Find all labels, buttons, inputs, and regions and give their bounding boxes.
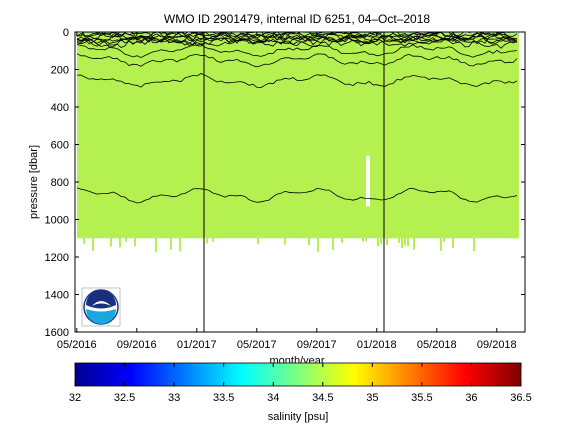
profile-bottom-edges — [83, 237, 475, 253]
profile-bottom — [401, 237, 403, 249]
x-tick-label: 01/2017 — [177, 339, 217, 351]
y-axis-label: pressure [dbar] — [28, 145, 40, 219]
data-gap — [366, 155, 370, 207]
surface-contour — [76, 35, 518, 49]
colorbar-label: salinity [psu] — [268, 411, 329, 423]
x-tick-label: 09/2017 — [297, 339, 337, 351]
x-tick-label: 09/2018 — [477, 339, 517, 351]
profile-bottom — [362, 237, 364, 242]
salinity-contours — [76, 32, 518, 204]
y-tick-label: 800 — [51, 177, 69, 189]
profile-bottom — [83, 237, 85, 244]
x-tick-label: 05/2017 — [237, 339, 277, 351]
colorbar-tick-label: 32 — [69, 392, 81, 404]
y-tick-label: 1400 — [45, 290, 69, 302]
profile-bottom — [308, 237, 310, 246]
noaa-logo — [81, 287, 121, 327]
salinity-contour — [76, 73, 518, 89]
colorbar-tick-label: 35.5 — [411, 392, 432, 404]
profile-bottom — [179, 237, 181, 252]
colorbar-tick-label: 36 — [465, 392, 477, 404]
y-tick-label: 1000 — [45, 215, 69, 227]
salinity-field — [77, 33, 519, 239]
profile-bottom — [398, 237, 400, 243]
profile-bottom — [413, 237, 415, 250]
x-tick-label: 09/2016 — [117, 339, 157, 351]
logo-bottom-half — [86, 309, 116, 324]
profile-bottom — [452, 237, 454, 248]
surface-contour — [76, 34, 518, 47]
salinity-contour — [76, 187, 518, 204]
colorbar-tick-label: 33.5 — [213, 392, 234, 404]
salinity-contour — [76, 53, 518, 68]
profile-bottom — [125, 237, 127, 242]
profile-bottom — [473, 237, 475, 252]
x-axis: 05/2016 09/2016 01/2017 05/2017 09/2017 01/20… — [57, 32, 517, 351]
logo-bird-wing — [92, 301, 111, 306]
profile-bottom — [386, 237, 388, 246]
profile-bottom — [365, 237, 367, 242]
x-tick-label: 05/2016 — [57, 339, 97, 351]
y-tick-label: 600 — [51, 140, 69, 152]
colorbar-tick-label: 32.5 — [114, 392, 135, 404]
y-tick-label: 0 — [63, 27, 69, 39]
profile-bottom — [404, 237, 406, 246]
colorbar-ticks: 32 32.5 33 33.5 34 34.5 35 35.5 36 36.5 — [69, 363, 532, 404]
profile-bottom — [134, 237, 136, 246]
colorbar-tick-label: 36.5 — [510, 392, 531, 404]
profile-bottom — [155, 237, 157, 253]
profile-bottom — [119, 237, 121, 248]
surface-contour — [76, 35, 518, 48]
profile-bottom — [443, 237, 445, 242]
profile-bottom — [212, 237, 214, 242]
profile-bottom — [257, 237, 259, 245]
profile-bottom — [284, 237, 286, 245]
colorbar-tick-label: 33 — [168, 392, 180, 404]
colorbar — [74, 362, 522, 387]
colorbar-tick-label: 35 — [366, 392, 378, 404]
profile-bottom — [170, 237, 172, 250]
salinity-contour — [76, 43, 518, 59]
surface-contour — [76, 32, 518, 41]
profile-bottom — [377, 237, 379, 247]
profile-bottom — [341, 237, 343, 243]
profile-bottom — [317, 237, 319, 253]
profile-bottom — [440, 237, 442, 251]
y-axis: 0 200 400 600 800 1000 1200 1400 1600 — [45, 27, 525, 339]
y-tick-label: 400 — [51, 102, 69, 114]
y-tick-label: 1200 — [45, 252, 69, 264]
profile-bottom — [407, 237, 409, 247]
profile-bottom — [110, 237, 112, 247]
surface-contour — [77, 33, 518, 46]
colorbar-tick-label: 34.5 — [312, 392, 333, 404]
profile-bottom — [92, 237, 94, 251]
colorbar-tick-label: 34 — [267, 392, 279, 404]
x-tick-label: 01/2018 — [357, 339, 397, 351]
profile-bottom — [380, 237, 382, 245]
y-tick-label: 1600 — [45, 327, 69, 339]
y-tick-label: 200 — [51, 65, 69, 77]
profile-bottom — [332, 237, 334, 250]
profile-bottom — [206, 237, 208, 244]
chart-title: WMO ID 2901479, internal ID 6251, 04–Oct… — [164, 12, 430, 26]
plot-area — [76, 32, 519, 332]
surface-contour — [76, 32, 518, 42]
x-tick-label: 05/2018 — [417, 339, 457, 351]
